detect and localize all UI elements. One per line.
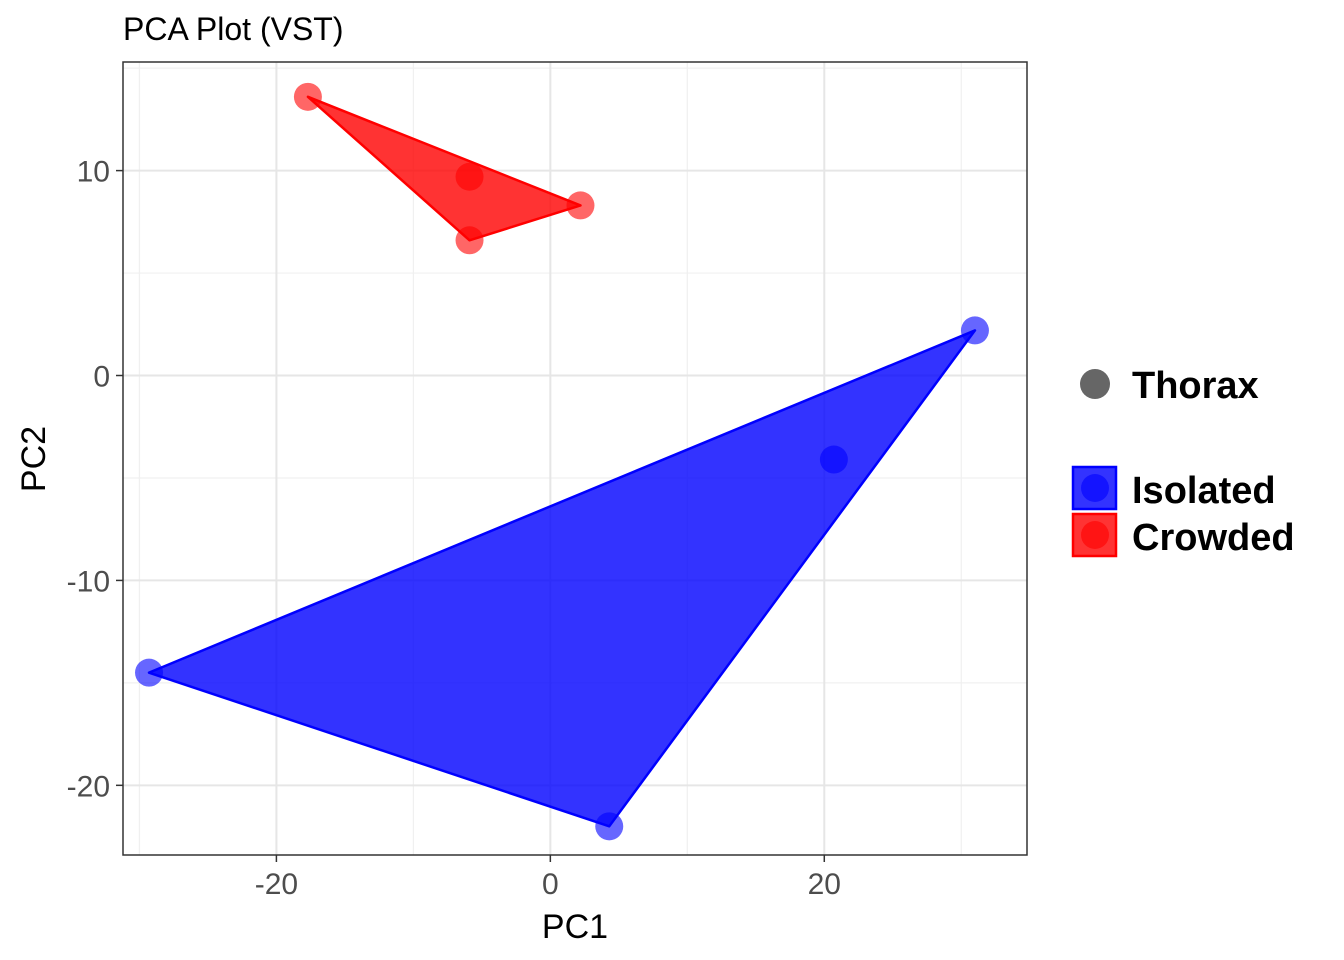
plot-panel-border bbox=[122, 61, 1028, 856]
isolated-point bbox=[960, 316, 989, 345]
y-axis-title: PC2 bbox=[15, 426, 53, 492]
isolated-point bbox=[135, 658, 164, 687]
x-tick-label: 0 bbox=[542, 868, 559, 901]
legend-thorax-label: Thorax bbox=[1132, 365, 1259, 407]
y-axis-ticks: -20 -10 0 10 bbox=[67, 156, 123, 803]
group-hulls bbox=[147, 95, 977, 828]
crowded-point bbox=[455, 226, 484, 255]
legend: Thorax Isolated Crowded bbox=[1071, 365, 1295, 559]
y-tick-label: 10 bbox=[77, 156, 110, 189]
crowded-point bbox=[566, 191, 595, 220]
isolated-hull bbox=[147, 329, 977, 828]
x-tick-label: -20 bbox=[255, 868, 298, 901]
y-tick-label: 0 bbox=[93, 361, 110, 394]
y-tick-label: -10 bbox=[67, 565, 110, 598]
legend-crowded-dot bbox=[1081, 521, 1109, 549]
isolated-point bbox=[819, 445, 848, 474]
crowded-point bbox=[293, 82, 322, 111]
crowded-point bbox=[455, 162, 484, 191]
legend-crowded-label: Crowded bbox=[1132, 517, 1295, 559]
crowded-hull bbox=[306, 95, 582, 242]
x-tick-label: 20 bbox=[808, 868, 841, 901]
legend-isolated-label: Isolated bbox=[1132, 470, 1276, 512]
legend-thorax-key bbox=[1080, 369, 1110, 399]
legend-isolated-dot bbox=[1081, 474, 1109, 502]
isolated-point bbox=[595, 812, 624, 841]
chart-title: PCA Plot (VST) bbox=[123, 11, 344, 47]
y-tick-label: -20 bbox=[67, 770, 110, 803]
data-points bbox=[135, 82, 989, 841]
x-axis-ticks: -20 0 20 bbox=[255, 855, 841, 901]
x-axis-title: PC1 bbox=[542, 908, 608, 946]
